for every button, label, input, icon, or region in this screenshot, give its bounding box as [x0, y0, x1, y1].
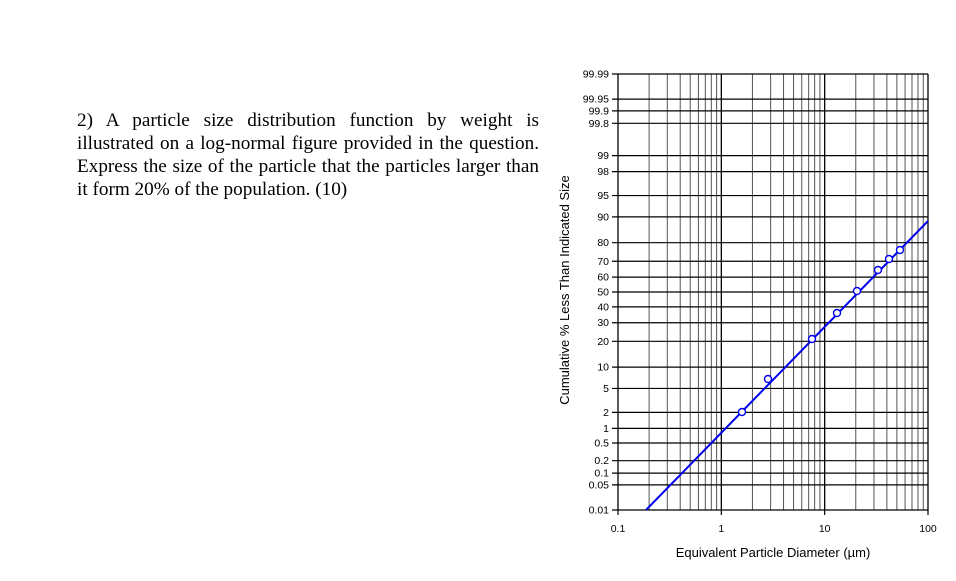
data-point — [832, 308, 842, 318]
data-point — [884, 254, 894, 264]
y-tick-label: 5 — [603, 383, 609, 395]
y-tick-label: 99.9 — [589, 105, 610, 117]
y-tick-label: 2 — [603, 407, 609, 419]
y-tick-label: 98 — [597, 166, 609, 178]
data-point — [852, 286, 862, 296]
y-tick-label: 70 — [597, 256, 609, 268]
x-axis-ticks: 0.1 1 10 100 — [611, 510, 937, 535]
data-point — [763, 374, 773, 384]
y-tick-label: 95 — [597, 190, 609, 202]
x-axis-title: Equivalent Particle Diameter (µm) — [676, 545, 871, 560]
data-series — [645, 220, 929, 511]
y-tick-label: 0.1 — [594, 468, 609, 480]
data-point — [737, 407, 747, 417]
y-tick-label: 0.5 — [594, 437, 609, 449]
y-tick-label: 99.8 — [589, 118, 610, 130]
question-text: 2) A particle size distribution function… — [77, 110, 539, 200]
x-tick-label: 10 — [819, 523, 831, 535]
y-tick-label: 40 — [597, 301, 609, 313]
x-tick-label: 0.1 — [611, 523, 626, 535]
y-tick-label: 99.95 — [583, 94, 609, 106]
y-tick-label: 0.01 — [589, 505, 610, 517]
y-tick-label: 90 — [597, 211, 609, 223]
x-tick-label: 1 — [718, 523, 724, 535]
y-tick-label: 20 — [597, 336, 609, 348]
y-tick-label: 0.2 — [594, 455, 609, 467]
y-tick-label: 0.05 — [589, 479, 610, 491]
fitted-line — [645, 220, 929, 511]
y-tick-label: 10 — [597, 362, 609, 374]
data-point — [807, 334, 817, 344]
y-tick-label: 60 — [597, 272, 609, 284]
data-point — [873, 265, 883, 275]
data-point — [895, 245, 905, 255]
y-tick-label: 1 — [603, 423, 609, 435]
chart-grid — [612, 73, 929, 511]
y-tick-label: 80 — [597, 237, 609, 249]
x-tick-label: 100 — [919, 523, 937, 535]
y-tick-label: 99.99 — [583, 69, 609, 81]
y-axis-title: Cumulative % Less Than Indicated Size — [557, 175, 572, 405]
y-tick-label: 99 — [597, 150, 609, 162]
y-tick-label: 50 — [597, 287, 609, 299]
y-tick-label: 30 — [597, 317, 609, 329]
y-axis-ticks: 99.9999.9599.999.89998959080706050403020… — [583, 69, 609, 517]
